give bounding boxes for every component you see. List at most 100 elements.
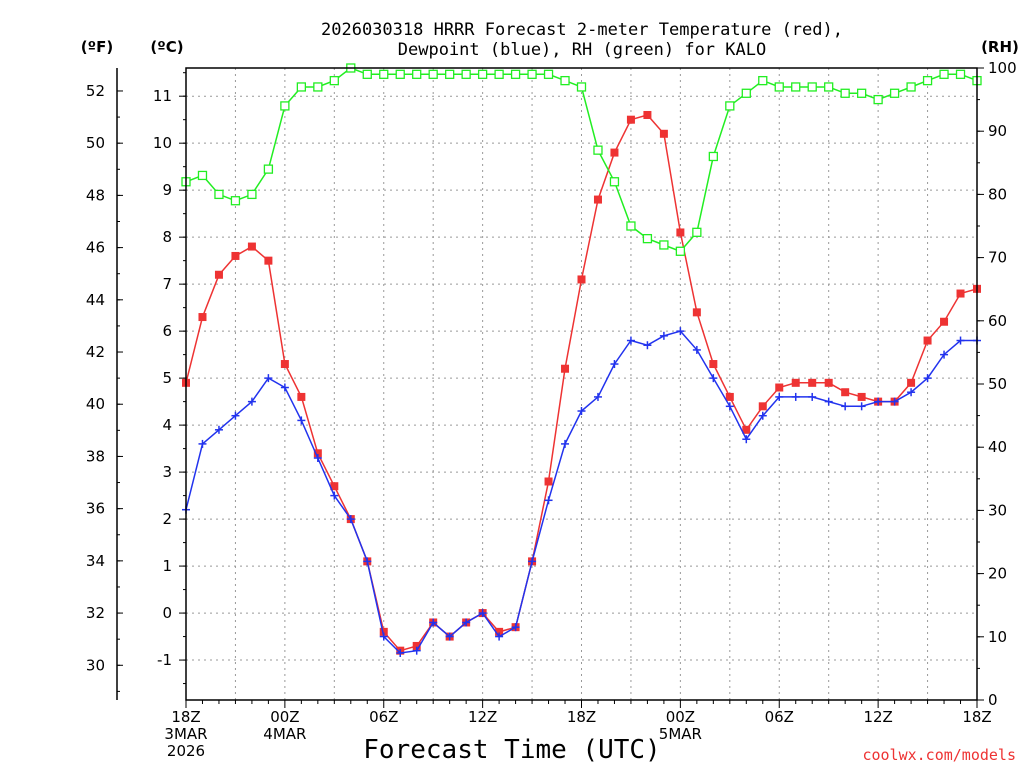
fahrenheit-tick-label: 50 xyxy=(86,134,105,152)
temperature-point xyxy=(659,129,668,138)
temperature-point xyxy=(495,627,504,636)
dewpoint-point xyxy=(544,496,553,505)
dewpoint-point xyxy=(313,454,322,463)
rh-point xyxy=(214,189,224,200)
rh-point xyxy=(445,69,455,79)
rh-point xyxy=(675,246,686,256)
celsius-tick-label: -1 xyxy=(157,651,172,669)
rh-point xyxy=(461,69,471,79)
rh-point xyxy=(379,69,389,79)
rh-point xyxy=(791,82,801,92)
fahrenheit-tick-label: 34 xyxy=(86,552,105,570)
fahrenheit-tick-label: 38 xyxy=(86,447,105,465)
temperature-point xyxy=(561,364,570,373)
rh-point xyxy=(856,88,867,98)
fahrenheit-tick-label: 44 xyxy=(86,291,105,309)
dewpoint-point xyxy=(264,374,273,383)
temperature-point xyxy=(626,115,635,124)
rh-tick-label: 70 xyxy=(988,249,1007,267)
temperature-point xyxy=(692,308,701,317)
dewpoint-point xyxy=(940,350,949,359)
rh-point xyxy=(939,69,949,79)
x-tick-label: 00Z xyxy=(270,708,299,726)
rh-tick-label: 80 xyxy=(988,185,1007,203)
dewpoint-point xyxy=(742,435,751,444)
rh-point xyxy=(708,151,718,162)
chart-title-line1: 2026030318 HRRR Forecast 2-meter Tempera… xyxy=(321,20,843,40)
x-tick-label: 2026 xyxy=(167,742,205,760)
rh-point xyxy=(758,75,768,86)
temperature-point xyxy=(676,228,685,237)
dewpoint-point xyxy=(214,425,223,434)
rh-point xyxy=(412,69,422,79)
plot-area xyxy=(186,68,977,700)
dewpoint-point xyxy=(775,392,784,401)
dewpoint-point xyxy=(923,374,932,383)
rh-tick-label: 60 xyxy=(988,312,1007,330)
temperature-point xyxy=(742,425,751,434)
dewpoint-point xyxy=(412,646,421,655)
dewpoint-point xyxy=(429,618,438,627)
temperature-point xyxy=(923,336,932,345)
rh-point xyxy=(560,75,570,86)
dewpoint-point xyxy=(231,411,240,420)
fahrenheit-tick-label: 42 xyxy=(86,343,105,361)
dewpoint-point xyxy=(610,360,619,369)
fahrenheit-unit-label: (ºF) xyxy=(81,38,113,56)
celsius-tick-label: 8 xyxy=(162,228,172,246)
credit-label: coolwx.com/models xyxy=(862,746,1016,764)
rh-point xyxy=(362,69,372,79)
temperature-point xyxy=(907,378,916,387)
dewpoint-point xyxy=(363,557,372,566)
rh-point xyxy=(543,69,554,79)
dewpoint-point xyxy=(676,327,685,336)
rh-tick-label: 40 xyxy=(988,438,1007,456)
rh-point xyxy=(329,75,339,86)
celsius-tick-label: 5 xyxy=(162,369,172,387)
x-tick-label: 18Z xyxy=(567,708,596,726)
temperature-point xyxy=(297,392,306,401)
temperature-point xyxy=(857,392,866,401)
dewpoint-point xyxy=(643,341,652,350)
dewpoint-point xyxy=(824,397,833,406)
rh-point xyxy=(774,82,784,92)
rh-point xyxy=(395,69,405,79)
x-tick-label: 06Z xyxy=(369,708,398,726)
rh-point xyxy=(807,82,817,92)
dewpoint-point xyxy=(626,336,635,345)
x-tick-label: 18Z xyxy=(962,708,991,726)
dewpoint-point xyxy=(396,649,405,658)
dewpoint-point xyxy=(593,392,602,401)
temperature-point xyxy=(412,641,421,650)
dewpoint-point xyxy=(659,331,668,340)
rh-point xyxy=(725,101,735,111)
dewpoint-point xyxy=(198,439,207,448)
dewpoint-point xyxy=(462,618,471,627)
x-tick-label: 12Z xyxy=(468,708,497,726)
dewpoint-point xyxy=(346,515,355,524)
rh-point xyxy=(428,69,438,79)
rh-point xyxy=(906,82,916,92)
rh-point xyxy=(642,233,653,244)
celsius-tick-label: 4 xyxy=(162,416,172,434)
x-tick-label: 5MAR xyxy=(659,725,702,743)
dewpoint-point xyxy=(297,416,306,425)
x-tick-label: 00Z xyxy=(666,708,695,726)
fahrenheit-tick-label: 52 xyxy=(86,82,105,100)
rh-point xyxy=(247,189,257,200)
temperature-point xyxy=(593,195,602,204)
temperature-point xyxy=(841,388,850,397)
dewpoint-point xyxy=(692,345,701,354)
temperature-point xyxy=(264,256,273,265)
plot-frame xyxy=(185,67,978,701)
temperature-point xyxy=(610,148,619,157)
rh-point xyxy=(527,69,537,79)
temperature-point xyxy=(544,477,553,486)
rh-point xyxy=(263,164,274,174)
rh-point xyxy=(313,82,323,92)
temperature-point xyxy=(379,627,388,636)
fahrenheit-tick-label: 36 xyxy=(86,500,105,518)
fahrenheit-tick-label: 40 xyxy=(86,395,105,413)
dewpoint-point xyxy=(495,632,504,641)
dewpoint-point xyxy=(890,397,899,406)
